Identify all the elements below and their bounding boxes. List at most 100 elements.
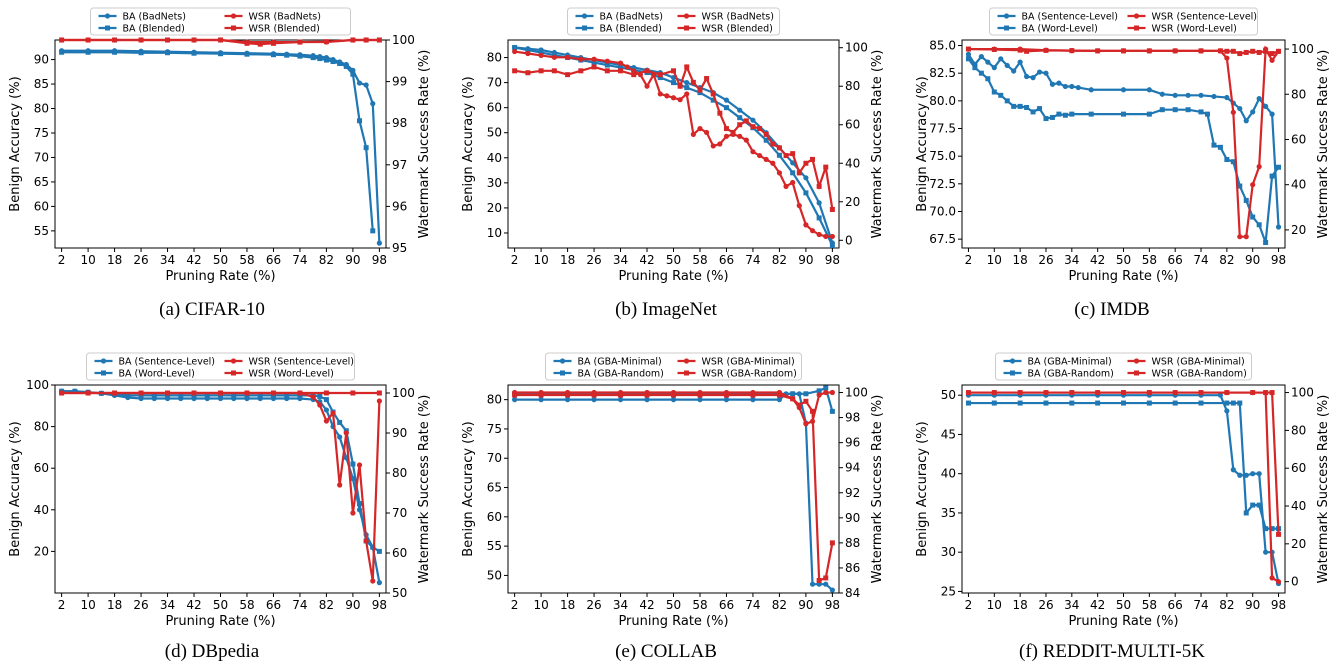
data-point	[1275, 224, 1282, 230]
data-point	[357, 501, 363, 507]
series-line	[61, 49, 381, 244]
data-point	[671, 392, 676, 398]
y2-tick-label: 86	[845, 561, 860, 575]
x-tick-label: 26	[133, 253, 148, 267]
data-point	[591, 60, 597, 66]
data-point	[565, 392, 571, 398]
data-point	[591, 64, 597, 70]
data-point	[512, 48, 518, 55]
data-point	[1037, 106, 1043, 112]
x-tick-label: 90	[798, 253, 813, 267]
data-point	[1185, 107, 1191, 113]
series-line	[968, 391, 1280, 583]
y2-axis-label: Watermark Success Rate (%)	[870, 395, 885, 584]
data-point	[525, 47, 531, 53]
series-wsr-blended-	[512, 63, 835, 212]
legend-entry: WSR (GBA-Random)	[1127, 369, 1247, 380]
legend-box	[90, 7, 351, 36]
data-point	[750, 397, 756, 403]
y2-tick-label: 99	[392, 75, 407, 89]
data-point	[684, 80, 690, 86]
legend-entry: WSR (Sentence-Level)	[224, 357, 354, 368]
data-point	[244, 40, 250, 46]
x-tick-label: 50	[213, 598, 228, 612]
data-point	[1263, 48, 1269, 54]
y-tick-label: 65	[487, 481, 502, 495]
data-point	[737, 122, 743, 128]
series-ba-gba-random-	[965, 400, 1282, 532]
data-point	[985, 59, 991, 65]
y2-tick-label: 100	[392, 386, 415, 400]
data-point	[697, 397, 703, 403]
data-point	[112, 37, 118, 43]
data-point	[618, 68, 624, 74]
data-point	[323, 397, 329, 403]
panel-imagenet: 2 10 18 26 34 42 50 58 66 74 82 90 98 10 20 30 40 50 60 70 8…	[461, 7, 885, 284]
data-point	[810, 408, 816, 414]
data-point	[697, 125, 703, 132]
x-tick-label: 90	[345, 253, 360, 267]
data-point	[270, 52, 276, 58]
y-tick-label: 20	[34, 544, 49, 558]
y2-tick-label: 100	[1291, 42, 1314, 56]
data-point	[551, 68, 557, 74]
x-axis-label: Pruning Rate (%)	[1068, 269, 1178, 284]
data-point	[763, 131, 769, 137]
data-point	[790, 170, 796, 176]
series-line	[968, 394, 1280, 584]
x-tick-label: 2	[965, 253, 973, 267]
data-point	[604, 68, 610, 74]
y2-tick-label: 100	[392, 33, 415, 47]
series-ba-gba-minimal-	[965, 392, 1282, 587]
y2-tick-label: 20	[1291, 537, 1306, 551]
legend-marker	[1003, 13, 1010, 19]
data-point	[1146, 48, 1152, 54]
data-point	[604, 62, 610, 68]
data-point	[978, 53, 984, 60]
y2-tick-label: 0	[845, 233, 853, 247]
data-point	[370, 228, 376, 234]
x-tick-label: 10	[80, 598, 95, 612]
data-point	[1017, 400, 1023, 406]
x-tick-label: 34	[160, 598, 175, 612]
data-point	[538, 68, 544, 74]
panel-cifar10: 2 10 18 26 34 42 50 58 66 74 82 90 98 55 60 65 70 75 80 85 9…	[8, 7, 432, 284]
series-line	[61, 390, 381, 583]
legend: BA (BadNets)BA (Blended) WSR (BadNets)WSR…	[567, 7, 780, 36]
legend-entry: BA (Sentence-Level)	[94, 357, 215, 368]
x-tick-label: 82	[1219, 598, 1234, 612]
data-point	[776, 152, 782, 158]
y-tick-label: 75	[487, 422, 502, 436]
data-point	[1198, 390, 1204, 396]
data-point	[604, 58, 610, 64]
data-point	[343, 63, 349, 69]
data-point	[59, 37, 65, 43]
data-point	[965, 51, 972, 57]
x-tick-label: 58	[239, 598, 254, 612]
data-point	[191, 37, 197, 43]
data-point	[317, 56, 323, 62]
legend-box	[567, 7, 780, 36]
x-tick-label: 66	[719, 598, 734, 612]
data-point	[125, 392, 131, 398]
data-point	[1263, 526, 1269, 532]
y-tick-label: 80.0	[929, 94, 956, 108]
data-point	[1275, 579, 1282, 585]
y2-tick-label: 98	[845, 411, 860, 425]
y-tick-label: 90	[34, 53, 49, 67]
data-point	[829, 587, 835, 593]
data-point	[803, 398, 809, 404]
data-point	[1224, 94, 1230, 101]
legend-label: WSR (GBA-Minimal)	[702, 357, 795, 368]
y-axis-label: Benign Accuracy (%)	[8, 421, 23, 556]
legend-entry: BA (GBA-Random)	[553, 369, 664, 380]
data-point	[624, 64, 630, 70]
x-axis-label: Pruning Rate (%)	[618, 614, 728, 629]
x-tick-label: 90	[345, 598, 360, 612]
data-point	[165, 37, 171, 43]
data-point	[363, 538, 369, 544]
data-point	[138, 37, 144, 43]
y2-tick-label: 60	[845, 118, 860, 132]
data-point	[991, 65, 997, 71]
x-tick-label: 18	[107, 253, 122, 267]
